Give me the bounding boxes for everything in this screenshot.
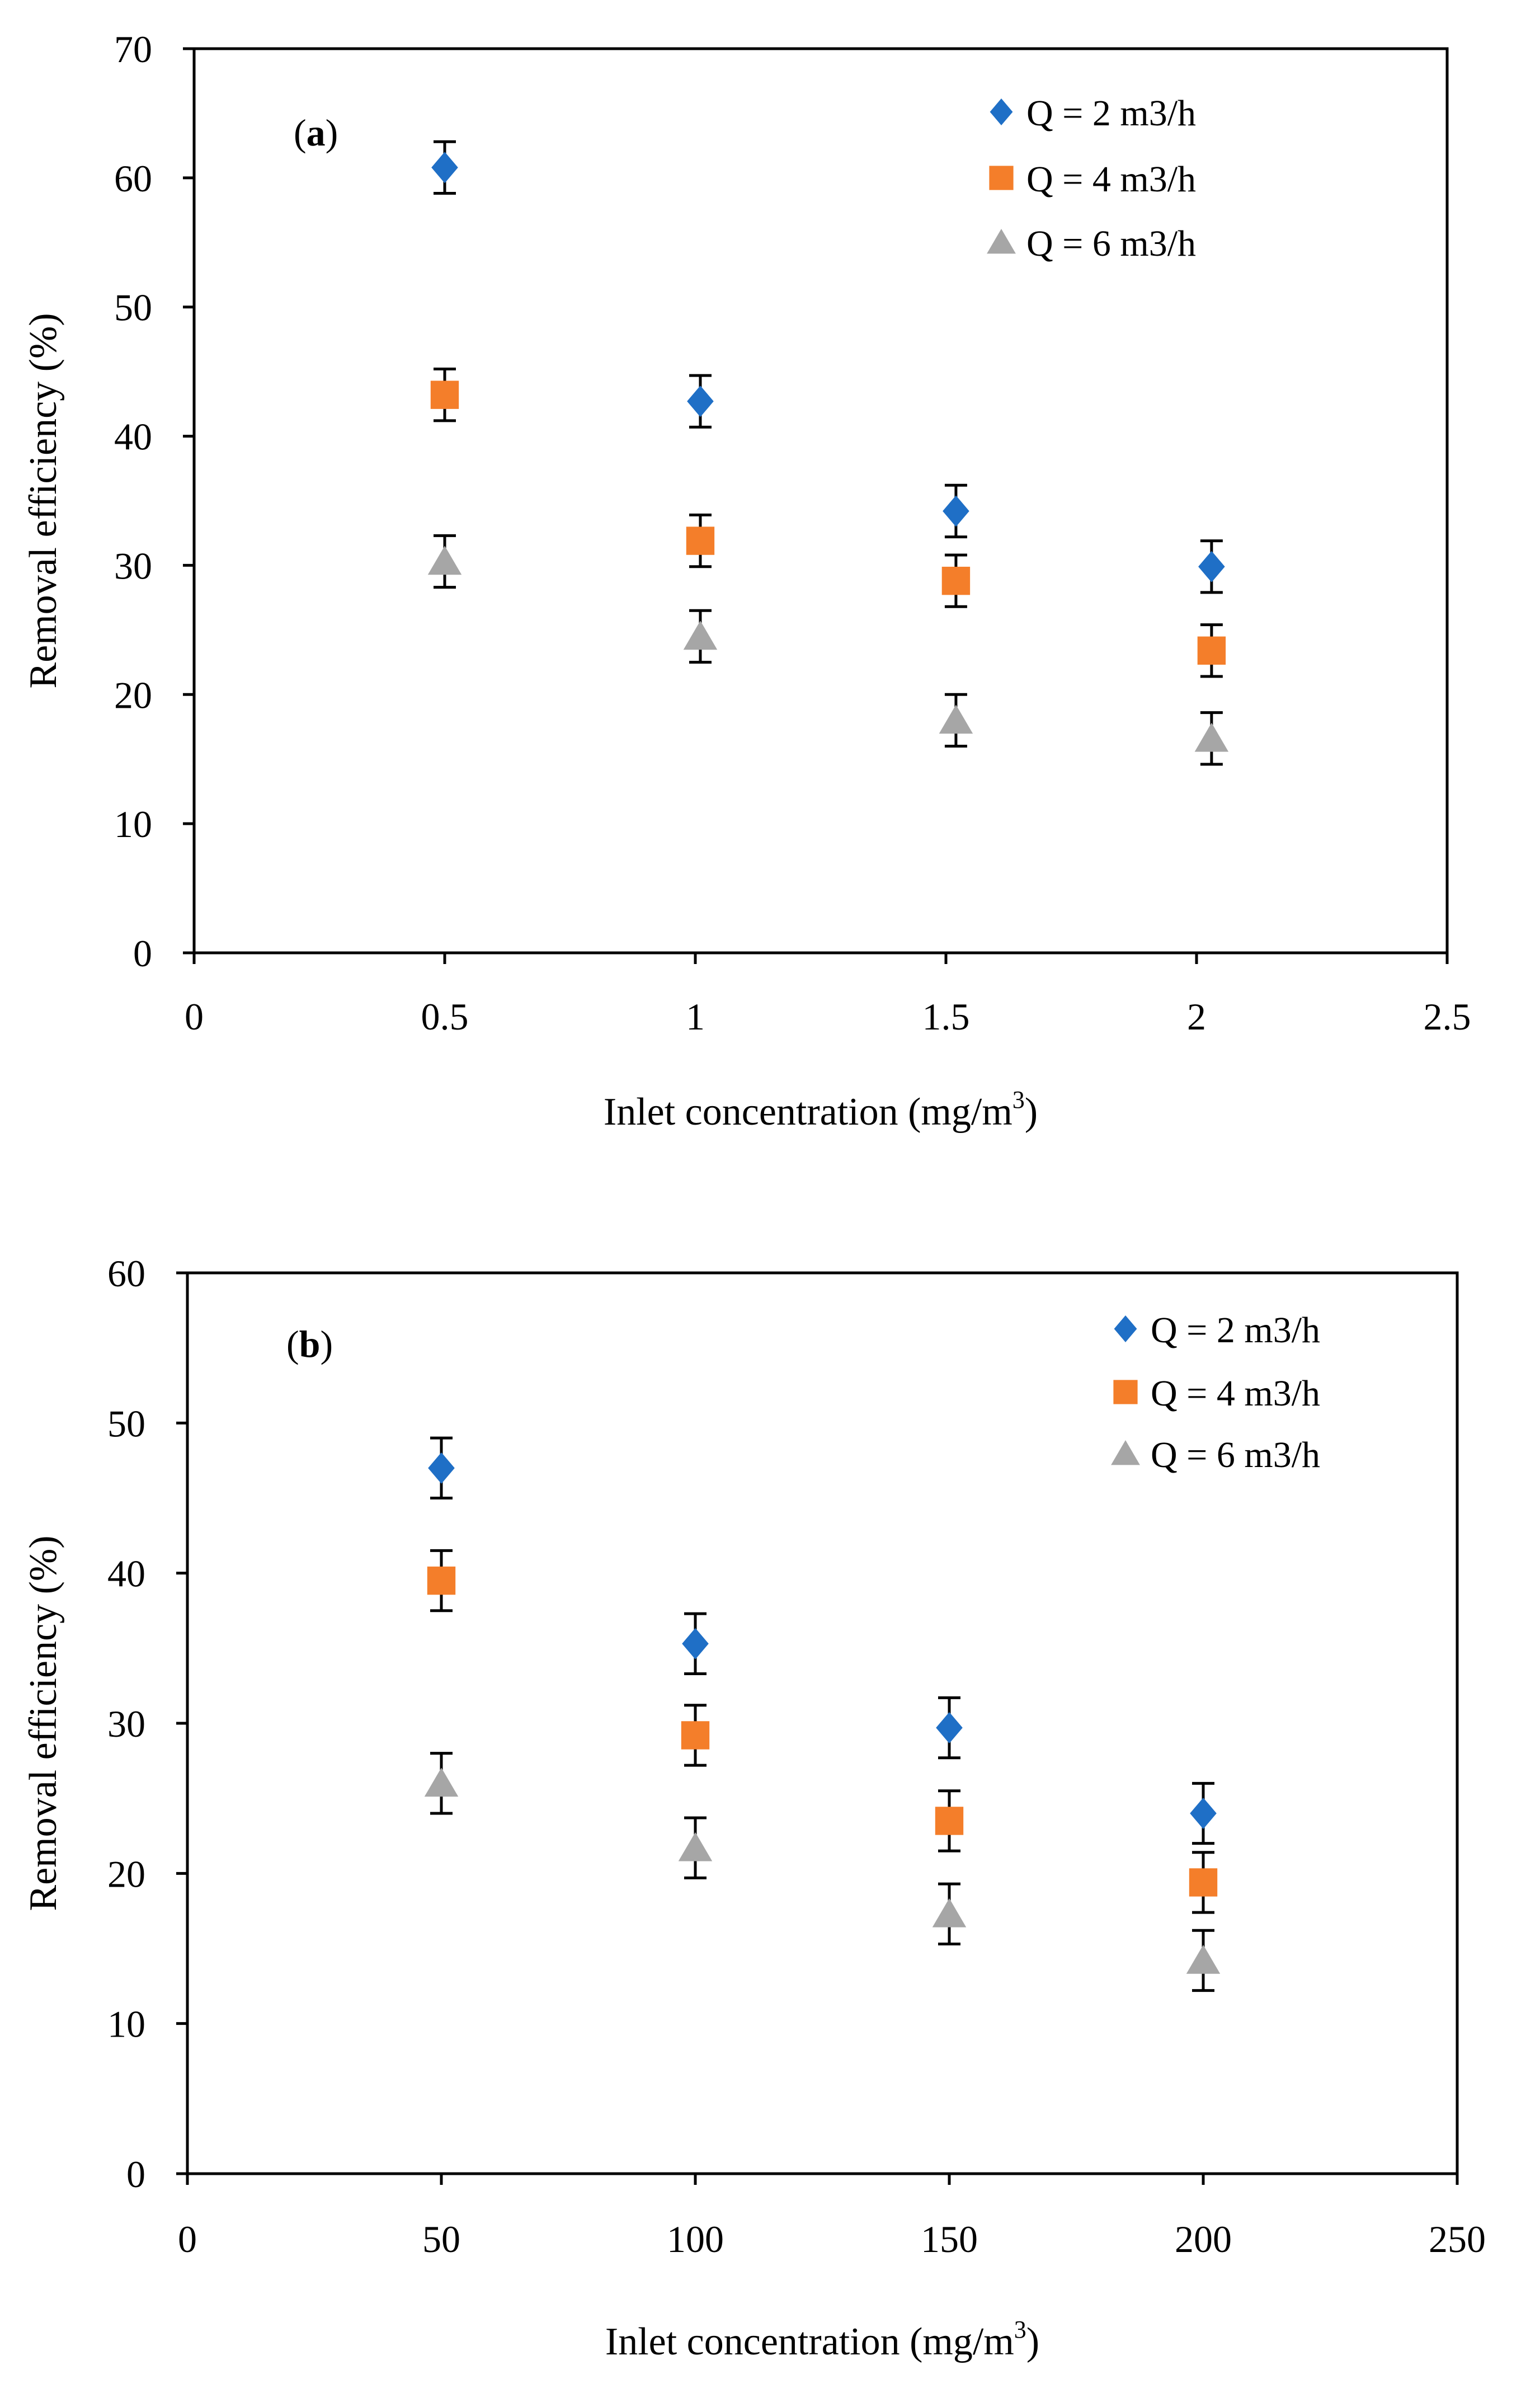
x-axis-title-end: ) [1026, 2320, 1039, 2363]
x-tick-label: 0.5 [421, 995, 469, 1038]
data-point [430, 380, 459, 409]
legend-marker [1111, 1440, 1140, 1465]
x-tick-label: 2.5 [1424, 995, 1471, 1038]
x-tick-label: 100 [667, 2218, 724, 2260]
y-axis-title: Removal efficiency (%) [22, 313, 65, 688]
data-point [943, 495, 969, 527]
data-point [935, 1807, 964, 1835]
y-tick-label: 10 [107, 2003, 145, 2046]
panel-label-letter: b [299, 1323, 321, 1365]
y-tick-label: 10 [114, 803, 152, 845]
y-tick-label: 20 [107, 1853, 145, 1895]
x-tick-label: 2 [1187, 995, 1206, 1038]
y-tick-label: 0 [126, 2153, 145, 2195]
legend-marker [987, 229, 1016, 254]
data-point [936, 1712, 963, 1744]
data-point [941, 566, 971, 595]
panel-label: (a) [294, 111, 338, 154]
x-tick-label: 150 [921, 2218, 978, 2260]
x-tick-label: 50 [422, 2218, 460, 2260]
chart-b: 0 10 20 30 40 50 60 0 50 100 150 200 250 Inlet concen… [22, 1252, 1486, 2363]
y-tick-label: 60 [107, 1252, 145, 1295]
legend-marker [990, 98, 1013, 125]
series-3 [424, 1752, 1221, 1992]
data-point [681, 1721, 710, 1750]
y-tick-label: 60 [114, 157, 152, 200]
series-2 [430, 368, 1226, 678]
x-axis-title-main: Inlet concentration (mg/m [604, 1090, 1012, 1134]
y-tick-label: 70 [114, 28, 152, 70]
data-point [678, 1832, 713, 1861]
panel-label-open: ( [286, 1323, 299, 1365]
data-point [1194, 722, 1229, 752]
data-point [424, 1767, 459, 1797]
data-point [427, 546, 462, 575]
data-point [431, 152, 458, 184]
data-point [939, 704, 973, 734]
series-3 [427, 534, 1229, 766]
series-1 [431, 140, 1225, 594]
legend-marker [1113, 1380, 1138, 1404]
legend-label: Q = 6 m3/h [1151, 1435, 1320, 1475]
panel-label-close: ) [326, 111, 338, 154]
x-tick-label: 1.5 [922, 995, 970, 1038]
y-axis-title: Removal efficiency (%) [22, 1535, 65, 1911]
data-point [1190, 1798, 1217, 1829]
plot-frame [192, 47, 1449, 955]
x-tick-label: 0 [178, 2218, 197, 2260]
panel-label-letter: a [307, 111, 326, 154]
data-point [1198, 551, 1225, 582]
data-point [1186, 1944, 1221, 1974]
x-axis-title-superscript: 3 [1012, 1086, 1025, 1113]
x-tick-label: 0 [185, 995, 204, 1038]
legend-label: Q = 4 m3/h [1026, 159, 1196, 200]
data-point [427, 1566, 456, 1595]
panel-label-close: ) [320, 1323, 333, 1365]
data-point [686, 526, 715, 555]
x-axis-title-superscript: 3 [1014, 2316, 1026, 2343]
data-point [683, 620, 718, 650]
y-tick-label: 40 [107, 1553, 145, 1595]
legend-marker [989, 166, 1014, 190]
x-tick-label: 250 [1429, 2218, 1486, 2260]
legend-marker [1114, 1315, 1137, 1342]
chart-a: 0 10 20 30 40 50 60 70 0 0.5 1 1.5 2 2.5 Inlet concent… [22, 28, 1471, 1134]
y-tick-label: 50 [107, 1402, 145, 1445]
x-axis-title-main: Inlet concentration (mg/m [605, 2320, 1014, 2363]
legend-label: Q = 2 m3/h [1026, 93, 1196, 134]
x-axis-title: Inlet concentration (mg/m3) [605, 2316, 1039, 2363]
panel-label: (b) [286, 1323, 333, 1365]
x-tick-label: 1 [686, 995, 705, 1038]
y-tick-label: 30 [107, 1703, 145, 1745]
legend-label: Q = 2 m3/h [1151, 1310, 1320, 1351]
data-point [428, 1452, 455, 1484]
legend-label: Q = 6 m3/h [1026, 223, 1196, 264]
data-point [1197, 636, 1226, 665]
y-tick-label: 30 [114, 544, 152, 587]
y-tick-label: 50 [114, 286, 152, 329]
series-1 [428, 1436, 1217, 1845]
data-point [1189, 1868, 1218, 1897]
x-tick-label: 200 [1175, 2218, 1232, 2260]
x-axis-title-end: ) [1025, 1090, 1038, 1134]
panel-label-open: ( [294, 111, 307, 154]
y-tick-label: 0 [133, 932, 152, 975]
series-2 [427, 1549, 1218, 1914]
y-tick-label: 20 [114, 674, 152, 716]
x-axis-title: Inlet concentration (mg/m3) [604, 1086, 1038, 1134]
legend-label: Q = 4 m3/h [1151, 1373, 1320, 1414]
data-point [932, 1898, 967, 1927]
data-point [682, 1628, 709, 1659]
data-point [687, 385, 714, 417]
y-tick-label: 40 [114, 416, 152, 458]
